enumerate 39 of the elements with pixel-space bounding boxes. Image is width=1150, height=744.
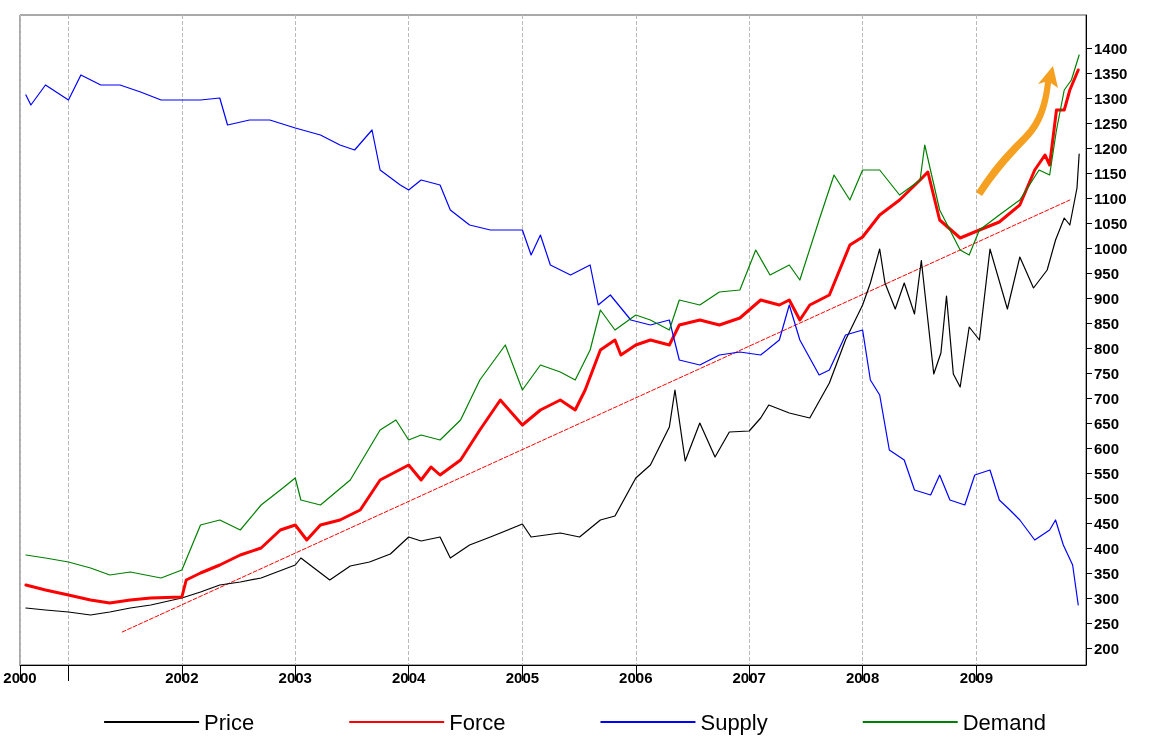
y-tick-label: 1300 (1094, 89, 1128, 107)
legend-label: Supply (700, 709, 768, 735)
y-tick-label: 1150 (1094, 164, 1127, 182)
x-tick-label: 2009 (959, 669, 994, 686)
y-tick-label: 1200 (1094, 139, 1128, 157)
y-tick-label: 550 (1094, 464, 1120, 482)
y-tick-label: 700 (1094, 389, 1120, 407)
y-tick-label: 400 (1094, 539, 1120, 557)
y-tick-label: 800 (1094, 339, 1120, 357)
y-tick-label: 1000 (1094, 239, 1128, 257)
x-tick-label: 2000 (3, 669, 37, 686)
legend-label: Demand (962, 709, 1046, 735)
line-series (25, 153, 1080, 616)
y-tick-label: 1350 (1094, 64, 1128, 82)
y-tick-label: 300 (1094, 589, 1120, 607)
y-tick-label: 850 (1094, 314, 1120, 332)
y-tick-label: 250 (1094, 614, 1120, 632)
y-tick-label: 1050 (1094, 214, 1128, 232)
y-tick-label: 450 (1094, 514, 1120, 532)
x-tick-label: 2005 (505, 669, 540, 686)
y-tick-label: 950 (1094, 264, 1120, 282)
y-tick-label: 650 (1094, 414, 1120, 432)
y-tick-label: 750 (1094, 364, 1120, 382)
x-tick-label: 2006 (619, 669, 653, 686)
y-tick-label: 350 (1094, 564, 1120, 582)
x-tick-label: 2004 (391, 669, 427, 686)
y-tick-label: 1400 (1094, 39, 1128, 57)
x-tick-label: 2007 (732, 669, 766, 686)
y-tick-label: 900 (1094, 289, 1120, 307)
x-tick-label: 2008 (845, 669, 880, 686)
legend-label: Force (449, 709, 506, 735)
y-tick-label: 1100 (1094, 189, 1127, 207)
y-tick-label: 200 (1094, 639, 1120, 657)
y-tick-label: 1250 (1094, 114, 1128, 132)
x-tick-label: 2003 (278, 669, 312, 686)
y-tick-label: 500 (1094, 489, 1120, 507)
y-tick-label: 600 (1094, 439, 1120, 457)
legend-label: Price (204, 709, 255, 735)
x-tick-label: 2002 (165, 669, 199, 686)
